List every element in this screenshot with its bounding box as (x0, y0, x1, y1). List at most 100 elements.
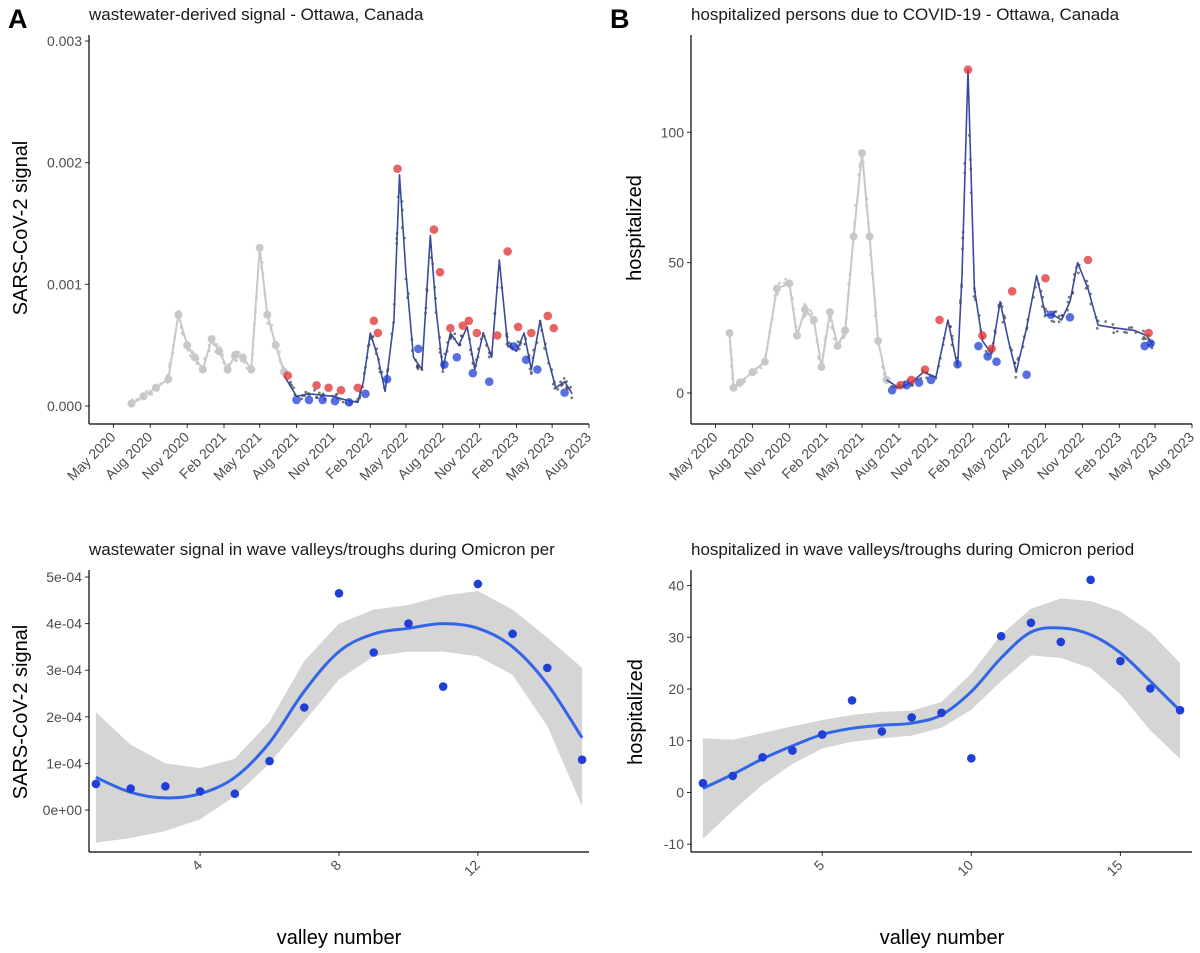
valley-point (344, 398, 354, 407)
raw-point-omicron (1144, 337, 1147, 341)
chart-title: wastewater signal in wave valleys/trough… (88, 540, 555, 559)
peak-point (435, 267, 445, 277)
y-axis-label: SARS-CoV-2 signal (10, 141, 32, 316)
peak-point (896, 380, 905, 390)
confidence-band (702, 598, 1181, 840)
valley-point (440, 360, 449, 369)
peak-point (1083, 255, 1093, 265)
raw-point-omicron (315, 396, 319, 399)
peak-point (373, 328, 383, 338)
raw-point-omicron (1076, 271, 1080, 275)
pre-omicron-point (725, 329, 734, 337)
y-tick-label: 40 (668, 578, 684, 594)
peak-point (978, 331, 987, 340)
valley-point (195, 787, 205, 796)
panel-a-wastewater-timeseries: A wastewater-derived signal - Ottawa, Ca… (8, 4, 594, 484)
y-tick-label: 5e-04 (46, 569, 82, 585)
omicron-trend-line (283, 174, 573, 404)
raw-point-pre-omicron (759, 366, 763, 370)
valley-point (907, 713, 916, 722)
valley-point (452, 353, 462, 362)
pre-omicron-point (198, 365, 207, 374)
raw-point-omicron (1067, 295, 1071, 299)
valley-point (902, 380, 911, 390)
peak-point (369, 316, 379, 326)
pre-omicron-point (190, 353, 199, 362)
peak-point (458, 321, 468, 331)
valley-point (926, 375, 936, 385)
valley-point (318, 395, 327, 405)
peak-point (513, 322, 523, 332)
peak-point (543, 311, 553, 321)
pre-omicron-point (139, 392, 148, 401)
peak-point (963, 65, 973, 74)
pre-omicron-point (792, 331, 801, 340)
y-tick-label: 2e-04 (46, 709, 82, 725)
x-tick-label: 4 (188, 857, 205, 874)
valley-point (1086, 575, 1095, 585)
valley-point (983, 352, 992, 361)
raw-point-pre-omicron (804, 312, 808, 316)
peak-point (527, 328, 536, 338)
valley-point (996, 631, 1006, 641)
chart-title: hospitalized persons due to COVID-19 - O… (691, 5, 1120, 24)
raw-point-omicron (1142, 329, 1145, 333)
pre-omicron-trend-line (728, 152, 888, 389)
valley-point (509, 342, 518, 351)
y-tick-label: 1e-04 (46, 755, 82, 771)
pre-omicron-point (238, 353, 247, 362)
valley-point (1046, 310, 1056, 320)
pre-omicron-point (223, 365, 232, 374)
valley-point (484, 377, 494, 386)
y-tick-label: 100 (661, 124, 685, 140)
valley-point (369, 648, 379, 657)
raw-point-omicron (559, 380, 562, 384)
y-tick-label: 0.000 (47, 398, 82, 414)
peak-point (312, 381, 321, 390)
raw-point-omicron (416, 366, 420, 369)
x-axis-label: valley number (880, 927, 1005, 949)
valley-point (1146, 339, 1155, 348)
valley-point (1026, 618, 1036, 628)
valley-point (382, 374, 392, 384)
raw-point-omicron (1057, 314, 1061, 318)
pre-omicron-point (255, 243, 264, 252)
x-tick-label: 15 (1103, 857, 1125, 879)
valley-point (126, 784, 135, 793)
valley-point (265, 756, 274, 766)
valley-point (577, 755, 587, 765)
raw-point-pre-omicron (784, 277, 788, 281)
pre-omicron-point (809, 315, 818, 324)
valley-point (887, 386, 897, 395)
peak-point (464, 316, 474, 326)
pre-omicron-point (849, 232, 858, 241)
raw-point-omicron (565, 380, 568, 383)
pre-omicron-point (127, 399, 136, 408)
raw-point-pre-omicron (809, 309, 813, 313)
valley-point (508, 629, 517, 639)
y-tick-label: 0.001 (47, 276, 82, 292)
peak-point (987, 344, 996, 353)
valley-point (758, 753, 767, 762)
chart-title: hospitalized in wave valleys/troughs dur… (691, 540, 1134, 559)
valley-point (533, 365, 542, 374)
pre-omicron-point (817, 362, 826, 371)
confidence-band (95, 591, 583, 843)
valley-point (299, 703, 309, 712)
raw-point-pre-omicron (783, 281, 787, 285)
raw-point-omicron (570, 396, 574, 400)
peak-point (935, 315, 944, 325)
valley-point (788, 746, 797, 755)
raw-point-omicron (487, 355, 491, 359)
x-tick-label: 5 (811, 857, 828, 874)
peak-point (336, 385, 346, 395)
valley-point (414, 344, 423, 354)
valley-point (698, 778, 708, 788)
pre-omicron-point (183, 341, 192, 350)
valley-point (914, 378, 924, 387)
pre-omicron-point (271, 341, 280, 350)
valley-point (1145, 684, 1155, 693)
valley-point (992, 357, 1001, 366)
